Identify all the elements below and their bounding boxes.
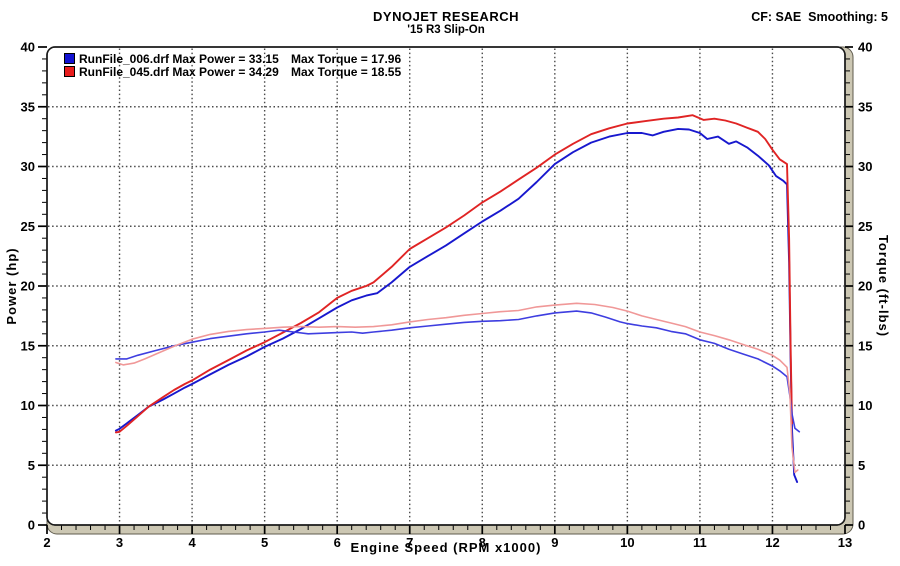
axis-tick-labels: 2 3 4 5 6 7 8 9 10 11 12 13 0 0 5 5 10 10 15 15 20 20 25 25 30 30… — [21, 40, 873, 551]
x-tick-label: 6 — [334, 535, 341, 550]
legend-row-run006: RunFile_006.drf Max Power = 33.15 Max To… — [64, 51, 402, 66]
x-tick-label: 12 — [765, 535, 779, 550]
axis-titles: Engine Speed (RPM x1000) Power (hp) Torque… — [4, 235, 891, 555]
y-left-tick-label: 35 — [21, 99, 35, 114]
chart-title: DYNOJET RESEARCH — [373, 9, 519, 24]
y-right-tick-label: 0 — [858, 518, 865, 533]
y-left-tick-label: 15 — [21, 338, 35, 353]
legend-max-torque-run045: Max Torque = 18.55 — [291, 64, 402, 79]
x-tick-label: 11 — [693, 535, 707, 550]
legend-file-run045: RunFile_045.drf — [79, 64, 170, 79]
y-left-tick-label: 20 — [21, 279, 35, 294]
curves — [114, 114, 801, 483]
y-right-tick-label: 35 — [858, 99, 872, 114]
series-3-torque_red — [115, 302, 799, 474]
x-tick-label: 13 — [838, 535, 852, 550]
y-left-tick-label: 40 — [21, 40, 35, 55]
y-right-tick-label: 15 — [858, 338, 872, 353]
legend-file-and-power-run006: RunFile_006.drf Max Power = 33.15 — [79, 52, 291, 66]
y-left-tick-label: 25 — [21, 219, 35, 234]
legend-swatch-run006 — [64, 53, 75, 64]
x-tick-label: 4 — [188, 535, 196, 550]
gridlines — [48, 48, 844, 524]
y-right-axis-title: Torque (ft-lbs) — [876, 235, 891, 337]
series-1-power_red — [114, 114, 793, 434]
y-left-tick-label: 0 — [28, 518, 35, 533]
y-right-tick-label: 10 — [858, 398, 872, 413]
y-right-tick-label: 30 — [858, 159, 872, 174]
y-left-tick-label: 30 — [21, 159, 35, 174]
legend-file-and-power-run045: RunFile_045.drf Max Power = 34.29 — [79, 65, 291, 79]
y-left-tick-label: 10 — [21, 398, 35, 413]
legend-max-torque-run006: Max Torque = 17.96 — [291, 51, 402, 66]
correction-smoothing-info: CF: SAE Smoothing: 5 — [751, 10, 888, 24]
chart-subtitle: '15 R3 Slip-On — [407, 24, 485, 36]
legend-max-power-run045: Max Power = 34.29 — [172, 64, 279, 79]
legend-file-run006: RunFile_006.drf — [79, 51, 170, 66]
chart-header: DYNOJET RESEARCH '15 R3 Slip-On — [246, 9, 646, 37]
series-2-torque_blue — [115, 310, 801, 433]
legend-swatch-run045 — [64, 66, 75, 77]
y-right-tick-label: 25 — [858, 219, 872, 234]
x-tick-label: 5 — [261, 535, 268, 550]
y-left-axis-title: Power (hp) — [4, 247, 19, 324]
y-right-tick-label: 5 — [858, 458, 865, 473]
legend-max-power-run006: Max Power = 33.15 — [172, 51, 279, 66]
x-axis-title: Engine Speed (RPM x1000) — [351, 540, 542, 555]
x-tick-label: 8 — [479, 535, 486, 550]
x-tick-label: 2 — [43, 535, 50, 550]
y-left-tick-label: 5 — [28, 458, 35, 473]
x-tick-label: 9 — [551, 535, 558, 550]
legend: RunFile_006.drf Max Power = 33.15 Max To… — [64, 51, 402, 79]
plot-frame-overlay — [46, 46, 846, 526]
x-tick-label: 3 — [116, 535, 123, 550]
series-0-power_blue — [114, 127, 799, 483]
x-tick-label: 10 — [620, 535, 634, 550]
axis-ticks — [38, 46, 853, 534]
x-tick-label: 7 — [406, 535, 413, 550]
y-right-tick-label: 40 — [858, 40, 872, 55]
y-right-tick-label: 20 — [858, 279, 872, 294]
legend-row-run045: RunFile_045.drf Max Power = 34.29 Max To… — [64, 64, 402, 79]
